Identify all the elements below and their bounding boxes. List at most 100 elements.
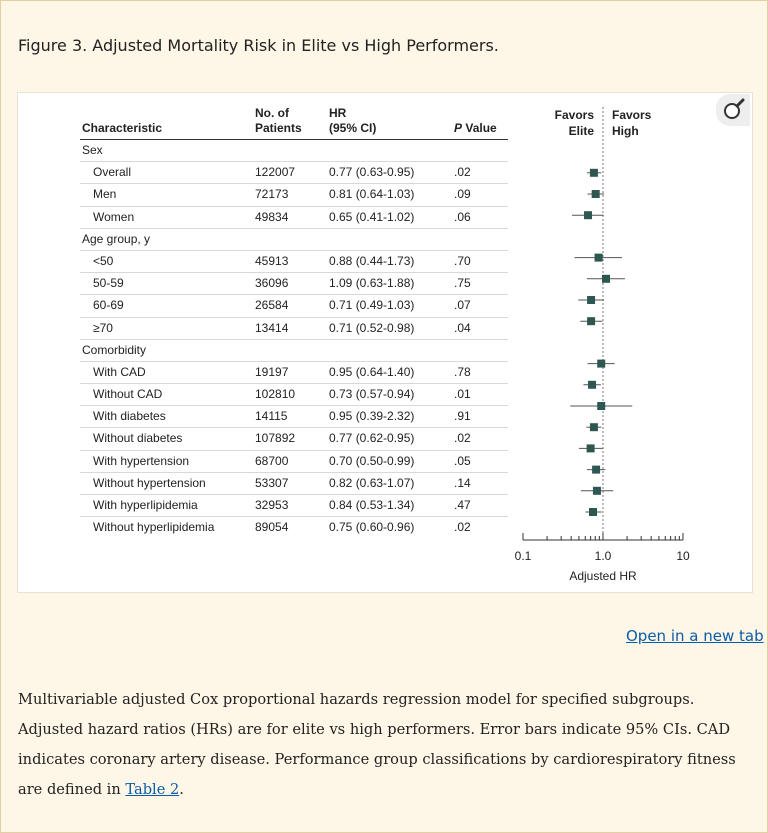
table-row: With CAD 19197 0.95 (0.64-1.40) .78 bbox=[80, 362, 508, 385]
header-p-word: Value bbox=[462, 121, 497, 135]
favors-elite-label-line1: Favors bbox=[555, 108, 595, 122]
row-label: Women bbox=[93, 209, 135, 224]
hr-ci-value: 0.77 (0.62-0.95) bbox=[329, 431, 415, 446]
row-label: With diabetes bbox=[93, 409, 166, 424]
hr-ci-value: 0.71 (0.49-1.03) bbox=[329, 298, 415, 313]
patients-count: 107892 bbox=[255, 431, 296, 446]
hr-ci-value: 0.77 (0.63-0.95) bbox=[329, 165, 415, 180]
row-label: Without diabetes bbox=[93, 431, 183, 446]
hr-ci-value: 1.09 (0.63-1.88) bbox=[329, 276, 415, 291]
hr-ci-value: 0.88 (0.44-1.73) bbox=[329, 253, 415, 268]
hr-marker bbox=[597, 402, 606, 410]
p-value: .01 bbox=[454, 387, 471, 402]
p-value: .14 bbox=[454, 475, 471, 490]
favors-high-label-line2: High bbox=[612, 124, 639, 138]
hr-marker bbox=[592, 465, 601, 474]
patients-count: 68700 bbox=[255, 453, 289, 468]
row-label: With CAD bbox=[93, 364, 146, 379]
table-header: Characteristic No. of Patients HR (95% C… bbox=[80, 103, 508, 140]
patients-count: 14115 bbox=[255, 409, 288, 424]
hr-ci-value: 0.95 (0.64-1.40) bbox=[329, 364, 415, 379]
hr-marker bbox=[589, 168, 598, 177]
table-row: 60-69 26584 0.71 (0.49-1.03) .07 bbox=[80, 295, 508, 318]
table-row: Without CAD 102810 0.73 (0.57-0.94) .01 bbox=[80, 384, 508, 407]
figure-title: Figure 3. Adjusted Mortality Risk in Eli… bbox=[18, 36, 499, 55]
figure-caption: Multivariable adjusted Cox proportional … bbox=[18, 685, 756, 805]
patients-count: 102810 bbox=[255, 387, 296, 402]
table-2-link[interactable]: Table 2 bbox=[125, 781, 180, 798]
hr-ci-value: 0.84 (0.53-1.34) bbox=[329, 498, 415, 512]
patients-count: 45913 bbox=[255, 253, 289, 268]
header-characteristic: Characteristic bbox=[82, 121, 163, 135]
hr-ci-value: 0.75 (0.60-0.96) bbox=[329, 520, 415, 535]
row-label: Without CAD bbox=[93, 387, 163, 402]
figure-image: Characteristic No. of Patients HR (95% C… bbox=[17, 92, 753, 593]
hr-marker bbox=[601, 274, 610, 283]
row-label: Without hyperlipidemia bbox=[93, 520, 215, 535]
hr-marker bbox=[591, 190, 600, 198]
x-tick-label: 1.0 bbox=[595, 549, 612, 563]
hr-marker bbox=[592, 486, 601, 495]
table-row: Without diabetes 107892 0.77 (0.62-0.95) .0… bbox=[80, 428, 508, 451]
header-p-letter: P bbox=[454, 121, 463, 135]
p-value: .75 bbox=[454, 276, 471, 291]
hr-ci-value: 0.70 (0.50-0.99) bbox=[329, 453, 415, 468]
table-body: Sex Overall 122007 0.77 (0.63-0.95) .02 Men 72… bbox=[80, 140, 508, 538]
p-value: .91 bbox=[454, 409, 471, 424]
hr-ci-value: 0.73 (0.57-0.94) bbox=[329, 387, 415, 402]
hr-marker bbox=[587, 317, 596, 326]
forest-plot: Favors Elite Favors High 0.1 1.0 10 Adjusted HR bbox=[515, 107, 690, 583]
header-patients: No. of Patients bbox=[255, 106, 302, 136]
patients-count: 32953 bbox=[255, 498, 289, 512]
table-row: ≥70 13414 0.71 (0.52-0.98) .04 bbox=[80, 318, 508, 340]
header-hr-line2: (95% CI) bbox=[329, 121, 377, 135]
zoom-button[interactable] bbox=[716, 94, 750, 126]
p-value: .02 bbox=[454, 165, 471, 180]
open-in-new-tab-link[interactable]: Open in a new tab bbox=[626, 627, 764, 645]
hr-ci-value: 0.82 (0.63-1.07) bbox=[329, 475, 415, 490]
hr-ci-value: 0.81 (0.64-1.03) bbox=[329, 187, 415, 202]
p-value: .02 bbox=[454, 431, 471, 446]
table-row: Without hyperlipidemia 89054 0.75 (0.60-0.… bbox=[80, 517, 508, 538]
results-table: Characteristic No. of Patients HR (95% C… bbox=[80, 103, 508, 538]
group-label: Comorbidity bbox=[82, 342, 147, 357]
patients-count: 36096 bbox=[255, 276, 289, 291]
x-tick-label: 0.1 bbox=[515, 549, 532, 563]
table-row: With diabetes 14115 0.95 (0.39-2.32) .91 bbox=[80, 406, 508, 429]
row-label: Overall bbox=[93, 165, 132, 180]
row-label: With hypertension bbox=[93, 453, 190, 468]
patients-count: 26584 bbox=[255, 298, 289, 313]
p-value: .02 bbox=[454, 520, 471, 535]
p-value: .05 bbox=[454, 453, 471, 468]
header-p-value: P Value bbox=[454, 121, 497, 136]
header-patients-line1: No. of bbox=[255, 106, 289, 120]
patients-count: 19197 bbox=[255, 364, 289, 379]
header-hr-line1: HR bbox=[329, 106, 347, 120]
row-label: 60-69 bbox=[93, 298, 124, 313]
group-label: Age group, y bbox=[82, 231, 151, 246]
group-label: Sex bbox=[82, 143, 103, 157]
row-label: Without hypertension bbox=[93, 475, 206, 490]
patients-count: 53307 bbox=[255, 475, 289, 490]
hr-marker bbox=[589, 423, 598, 432]
table-row: <50 45913 0.88 (0.44-1.73) .70 bbox=[80, 251, 508, 274]
x-axis-label: Adjusted HR bbox=[569, 569, 637, 583]
table-row: With hyperlipidemia 32953 0.84 (0.53-1.34)… bbox=[80, 495, 508, 518]
patients-count: 72173 bbox=[255, 187, 289, 202]
hr-ci-value: 0.95 (0.39-2.32) bbox=[329, 409, 415, 424]
patients-count: 122007 bbox=[255, 165, 296, 180]
table-row: Women 49834 0.65 (0.41-1.02) .06 bbox=[80, 207, 508, 229]
caption-end: . bbox=[179, 781, 184, 798]
row-label: With hyperlipidemia bbox=[93, 498, 198, 512]
hr-marker bbox=[587, 296, 596, 304]
hr-marker bbox=[589, 508, 598, 516]
table-row: Overall 122007 0.77 (0.63-0.95) .02 bbox=[80, 162, 508, 185]
row-label: <50 bbox=[93, 253, 114, 268]
patients-count: 13414 bbox=[255, 320, 289, 335]
group-row: Age group, y bbox=[80, 229, 508, 251]
p-value: .78 bbox=[454, 364, 471, 379]
patients-count: 49834 bbox=[255, 209, 289, 224]
hr-marker bbox=[584, 211, 593, 220]
p-value: .06 bbox=[454, 209, 471, 224]
